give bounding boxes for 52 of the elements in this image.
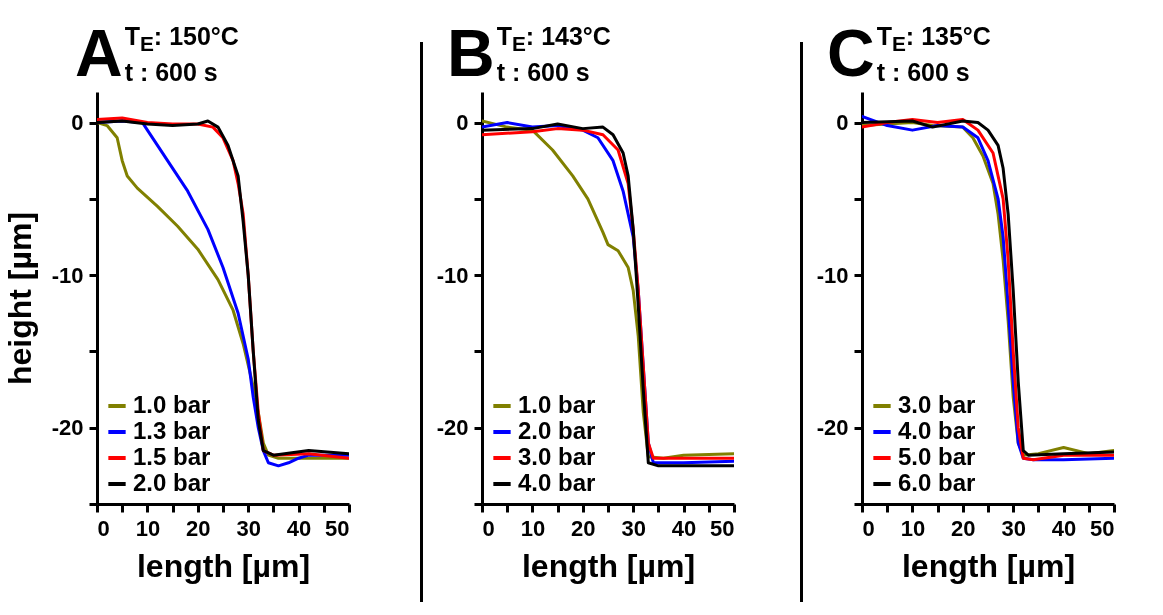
- x-tick-label: 0: [97, 515, 110, 541]
- x-tick-label: 40: [671, 515, 697, 541]
- y-tick-label: 0: [836, 110, 849, 136]
- legend-label: 3.0 bar: [898, 391, 976, 418]
- chart-title: B: [447, 16, 495, 90]
- y-tick-label: -20: [51, 415, 84, 441]
- y-tick-label: -10: [51, 262, 84, 288]
- legend-label: 3.0 bar: [518, 443, 596, 470]
- x-tick-label: 0: [862, 515, 875, 541]
- legend-label: 2.0 bar: [518, 417, 596, 444]
- chart-title: A: [75, 16, 123, 90]
- text: t : 600 s: [876, 58, 970, 86]
- y-tick-label: -20: [436, 415, 469, 441]
- text: t : 600 s: [496, 58, 590, 86]
- legend-label: 1.5 bar: [133, 443, 211, 470]
- legend-label: 1.3 bar: [133, 417, 211, 444]
- x-tick-label: 40: [1051, 515, 1077, 541]
- x-tick-label: 20: [571, 515, 596, 541]
- y-axis-title: height [µm]: [1, 211, 38, 386]
- text: T$_{E}$: 143°C: [496, 22, 611, 55]
- x-axis-title: length [µm]: [136, 547, 311, 584]
- x-tick-label: 20: [186, 515, 211, 541]
- legend-label: 1.0 bar: [133, 391, 211, 418]
- chart-title: C: [827, 16, 875, 90]
- x-tick-label: 10: [135, 515, 161, 541]
- y-tick-label: -20: [816, 415, 849, 441]
- legend-label: 1.0 bar: [518, 391, 596, 418]
- x-tick-label: 50: [1090, 515, 1115, 541]
- x-tick-label: 20: [951, 515, 976, 541]
- legend-label: 4.0 bar: [898, 417, 976, 444]
- x-axis-title: length [µm]: [521, 547, 696, 584]
- text: T$_{E}$: 150°C: [124, 22, 239, 55]
- x-tick-label: 30: [621, 515, 646, 541]
- legend-label: 4.0 bar: [518, 469, 596, 496]
- x-tick-label: 30: [1001, 515, 1026, 541]
- x-tick-label: 50: [325, 515, 350, 541]
- y-tick-label: 0: [71, 110, 84, 136]
- x-tick-label: 50: [710, 515, 735, 541]
- y-tick-label: -10: [816, 262, 849, 288]
- text: T$_{E}$: 135°C: [876, 22, 991, 55]
- x-axis-title: length [µm]: [901, 547, 1076, 584]
- legend-label: 2.0 bar: [133, 469, 211, 496]
- x-tick-label: 10: [520, 515, 546, 541]
- text: t : 600 s: [124, 58, 218, 86]
- x-tick-label: 30: [236, 515, 261, 541]
- x-tick-label: 40: [286, 515, 312, 541]
- legend-label: 5.0 bar: [898, 443, 976, 470]
- x-tick-label: 0: [482, 515, 495, 541]
- x-tick-label: 10: [900, 515, 926, 541]
- y-tick-label: 0: [456, 110, 469, 136]
- y-tick-label: -10: [436, 262, 469, 288]
- legend-label: 6.0 bar: [898, 469, 976, 496]
